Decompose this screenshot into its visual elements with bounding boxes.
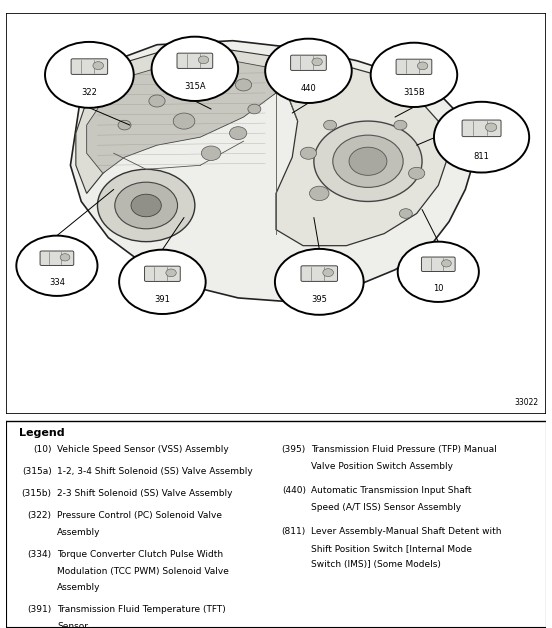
FancyBboxPatch shape [290, 55, 326, 70]
Circle shape [314, 121, 422, 202]
Circle shape [60, 254, 70, 261]
Text: 811: 811 [474, 152, 490, 161]
Text: 315A: 315A [184, 82, 206, 91]
Text: (395): (395) [282, 445, 306, 455]
Text: Assembly: Assembly [57, 528, 100, 537]
Circle shape [275, 249, 364, 315]
Circle shape [173, 113, 195, 129]
Circle shape [118, 121, 131, 130]
Text: (315b): (315b) [22, 489, 51, 499]
Circle shape [323, 269, 333, 276]
Circle shape [131, 194, 161, 217]
Circle shape [190, 85, 210, 100]
Text: (391): (391) [27, 605, 51, 614]
Circle shape [394, 121, 407, 130]
Polygon shape [276, 65, 449, 246]
Text: 391: 391 [155, 295, 171, 304]
Circle shape [485, 123, 497, 131]
Circle shape [236, 79, 252, 91]
Circle shape [399, 208, 412, 219]
Text: Lever Assembly-Manual Shaft Detent with: Lever Assembly-Manual Shaft Detent with [311, 527, 502, 536]
Text: 1-2, 3-4 Shift Solenoid (SS) Valve Assembly: 1-2, 3-4 Shift Solenoid (SS) Valve Assem… [57, 467, 253, 477]
Circle shape [149, 95, 165, 107]
Text: Transmission Fluid Pressure (TFP) Manual: Transmission Fluid Pressure (TFP) Manual [311, 445, 497, 455]
Circle shape [333, 135, 403, 187]
Text: 440: 440 [301, 84, 316, 93]
Text: Valve Position Switch Assembly: Valve Position Switch Assembly [311, 462, 453, 471]
Text: Modulation (TCC PWM) Solenoid Valve: Modulation (TCC PWM) Solenoid Valve [57, 566, 229, 576]
Polygon shape [71, 41, 476, 302]
Circle shape [115, 182, 178, 229]
Text: 322: 322 [82, 89, 97, 97]
Text: Sensor: Sensor [57, 622, 88, 628]
Text: Shift Position Switch [Internal Mode: Shift Position Switch [Internal Mode [311, 544, 472, 553]
Text: 395: 395 [311, 295, 327, 305]
Circle shape [371, 43, 457, 107]
Text: 10: 10 [433, 284, 444, 293]
Text: (10): (10) [33, 445, 51, 455]
Circle shape [248, 104, 261, 114]
Polygon shape [76, 49, 287, 193]
Text: Speed (A/T ISS) Sensor Assembly: Speed (A/T ISS) Sensor Assembly [311, 503, 461, 512]
Text: Vehicle Speed Sensor (VSS) Assembly: Vehicle Speed Sensor (VSS) Assembly [57, 445, 229, 455]
Circle shape [17, 236, 98, 296]
FancyBboxPatch shape [40, 251, 74, 266]
Text: Pressure Control (PC) Solenoid Valve: Pressure Control (PC) Solenoid Valve [57, 511, 222, 521]
Text: 334: 334 [49, 278, 65, 287]
Text: 33022: 33022 [514, 398, 538, 407]
Circle shape [397, 242, 479, 302]
Circle shape [152, 36, 238, 101]
FancyBboxPatch shape [421, 257, 455, 271]
Circle shape [93, 62, 104, 70]
Text: (315a): (315a) [22, 467, 51, 477]
Circle shape [166, 269, 176, 277]
Text: Torque Converter Clutch Pulse Width: Torque Converter Clutch Pulse Width [57, 550, 223, 559]
Text: Legend: Legend [19, 428, 65, 438]
Circle shape [265, 39, 352, 103]
Circle shape [442, 260, 452, 267]
Text: (811): (811) [282, 527, 306, 536]
Text: 315B: 315B [403, 88, 425, 97]
Circle shape [119, 250, 206, 314]
Circle shape [417, 62, 428, 70]
Text: (334): (334) [28, 550, 51, 559]
Text: Assembly: Assembly [57, 583, 100, 592]
FancyBboxPatch shape [462, 120, 501, 137]
Text: Transmission Fluid Temperature (TFT): Transmission Fluid Temperature (TFT) [57, 605, 226, 614]
Circle shape [198, 56, 209, 63]
Circle shape [323, 121, 337, 130]
FancyBboxPatch shape [145, 266, 181, 281]
Text: Switch (IMS)] (Some Models): Switch (IMS)] (Some Models) [311, 560, 441, 570]
Circle shape [312, 58, 322, 66]
Polygon shape [87, 61, 276, 173]
Circle shape [230, 127, 247, 139]
Text: (322): (322) [28, 511, 51, 521]
FancyBboxPatch shape [301, 266, 337, 281]
Circle shape [434, 102, 529, 173]
Circle shape [201, 146, 221, 161]
Circle shape [45, 42, 134, 108]
Circle shape [300, 147, 317, 160]
Text: 2-3 Shift Solenoid (SS) Valve Assembly: 2-3 Shift Solenoid (SS) Valve Assembly [57, 489, 232, 499]
Circle shape [349, 147, 387, 175]
Text: (440): (440) [282, 486, 306, 495]
Circle shape [310, 186, 329, 201]
Circle shape [408, 167, 425, 180]
Circle shape [98, 170, 195, 242]
Text: Automatic Transmission Input Shaft: Automatic Transmission Input Shaft [311, 486, 471, 495]
FancyBboxPatch shape [177, 53, 213, 68]
FancyBboxPatch shape [71, 59, 108, 74]
FancyBboxPatch shape [396, 59, 432, 75]
